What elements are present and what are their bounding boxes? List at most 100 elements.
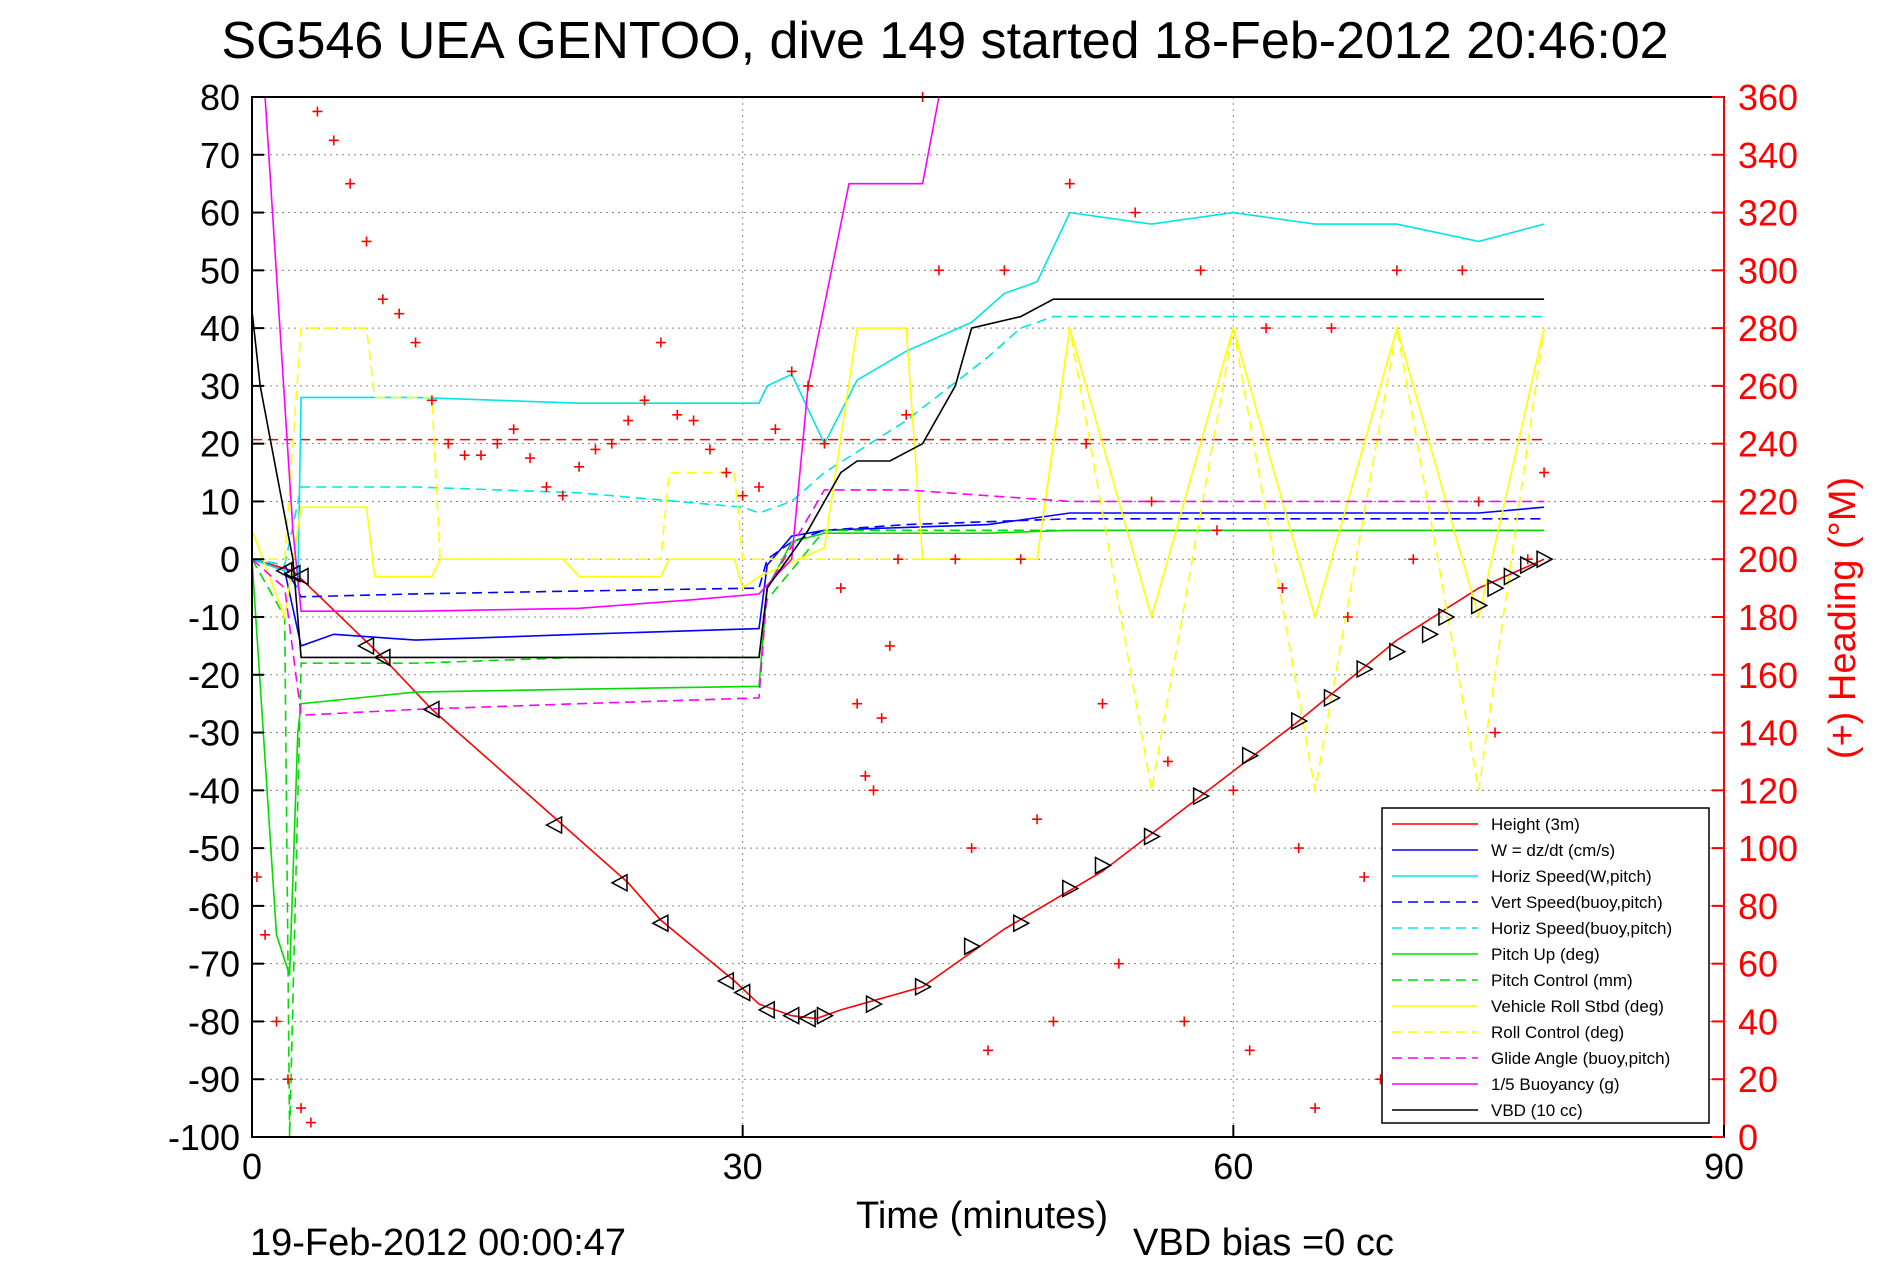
heading-point [999,265,1010,276]
heading-point [1490,727,1501,738]
heading-point [1310,1103,1321,1114]
heading-point [305,1117,316,1128]
heading-point [1261,323,1272,334]
heading-point [868,785,879,796]
series-11 [251,298,1545,659]
heading-point [623,415,634,426]
y2-tick-label-140: 140 [1738,713,1798,754]
heading-point [1391,265,1402,276]
heading-point [983,1045,993,1056]
heading-point [492,438,503,449]
x-axis-label: Time (minutes) [856,1195,1108,1237]
heading-point [1228,785,1239,796]
heading-point [1473,496,1484,507]
vbd-marker [1323,688,1342,708]
vbd-marker [1389,642,1407,661]
heading-point [1244,1045,1255,1056]
x-tick-label-60: 60 [1213,1146,1253,1187]
heading-point [1326,323,1337,334]
series-8 [252,327,1545,791]
heading-point [1179,1016,1190,1027]
heading-point [1097,698,1108,709]
vbd-marker [1356,659,1374,679]
legend-label-1: W = dz/dt (cm/s) [1491,841,1615,860]
heading-point [590,444,601,455]
vbd-marker [1012,913,1031,933]
series-layer [251,96,1545,1138]
heading-point [459,450,470,461]
heading-point [260,929,271,940]
y2-tick-label-280: 280 [1738,308,1798,349]
heading-point [893,554,904,565]
heading-point [377,294,388,305]
right-axis-label: (+) Heading (°M) [1822,477,1864,759]
legend-label-0: Height (3m) [1491,815,1580,834]
legend-label-8: Roll Control (deg) [1491,1023,1624,1042]
legend-label-2: Horiz Speed(W,pitch) [1491,867,1652,886]
series-2 [251,211,1545,591]
heading-point [1162,756,1173,767]
vbd-marker [798,1009,816,1028]
y2-tick-label-80: 80 [1738,886,1778,927]
vbd-marker [733,983,751,1002]
heading-point [950,554,961,565]
heading-point [443,438,454,449]
y-tick-label--80: -80 [188,1001,240,1042]
chart-title: SG546 UEA GENTOO, dive 149 started 18-Fe… [221,12,1668,70]
vbd-marker [1438,607,1456,627]
heading-point [410,337,421,348]
heading-point [312,106,323,117]
y-tick-label--10: -10 [188,597,240,638]
heading-point [639,395,650,406]
y-tick-label--40: -40 [188,770,240,811]
heading-point [1195,265,1206,276]
y-tick-label--50: -50 [188,828,240,869]
heading-point [525,453,536,464]
heading-point [426,395,437,406]
y-tick-label-70: 70 [200,135,240,176]
y2-tick-label-320: 320 [1738,193,1798,234]
vbd-marker [356,636,375,656]
heading-point [1408,554,1419,565]
vbd-marker [1094,856,1113,875]
series-7 [251,325,1545,621]
vbd-marker [610,873,628,893]
heading-point [508,424,519,435]
y2-tick-label-100: 100 [1738,828,1798,869]
heading-point [704,444,715,455]
heading-point [345,178,356,189]
legend-box [1381,807,1710,1124]
y-tick-label-50: 50 [200,250,240,291]
vbd-marker [1487,578,1505,598]
heading-point [688,415,699,426]
series-3 [251,517,1545,598]
heading-point [394,308,405,319]
y-tick-label-60: 60 [200,193,240,234]
y-tick-label-80: 80 [200,77,240,118]
series-5 [251,529,1545,976]
heading-point [1064,178,1075,189]
vbd-marker [1519,555,1538,575]
heading-point [901,409,912,420]
vbd-marker [373,648,391,667]
legend-label-9: Glide Angle (buoy,pitch) [1491,1049,1670,1068]
y-tick-label-20: 20 [200,424,240,465]
heading-point [1342,612,1353,622]
end-timestamp: 19-Feb-2012 00:00:47 [250,1222,626,1262]
y2-tick-label-300: 300 [1738,250,1798,291]
legend-label-3: Vert Speed(buoy,pitch) [1491,893,1663,912]
y2-tick-label-0: 0 [1738,1117,1758,1158]
y2-tick-label-60: 60 [1738,944,1778,985]
heading-point [271,1016,282,1027]
vbd-marker [1503,567,1521,586]
heading-point [1015,554,1026,565]
heading-point [884,640,895,651]
y2-tick-label-160: 160 [1738,655,1798,696]
series-4 [251,315,1545,566]
heading-point [1457,265,1468,276]
y-tick-label--70: -70 [188,944,240,985]
heading-point [1277,583,1288,594]
legend: Height (3m) W = dz/dt (cm/s) Horiz Speed(W… [1381,807,1710,1124]
y2-tick-label-120: 120 [1738,770,1798,811]
